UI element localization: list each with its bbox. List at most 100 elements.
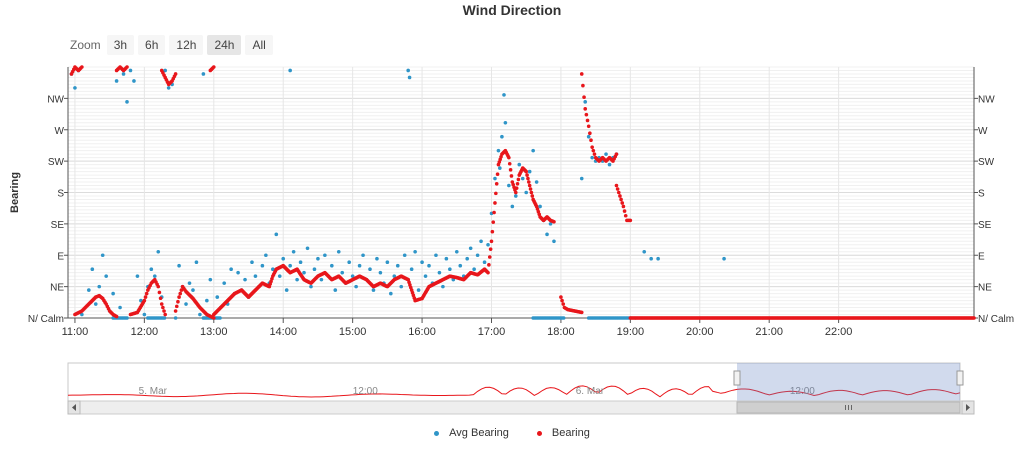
avg-bearing-point	[323, 253, 327, 258]
bearing-point	[584, 112, 589, 117]
y-tick-label-left: E	[57, 251, 64, 262]
y-axis-title: Bearing	[9, 172, 21, 213]
avg-bearing-point	[399, 284, 404, 289]
y-tick-label-left: NE	[50, 283, 64, 294]
avg-bearing-point	[552, 239, 556, 244]
navigator-handle-right[interactable]	[956, 370, 964, 386]
bearing-point	[177, 295, 181, 299]
bearing-point	[487, 255, 492, 259]
avg-bearing-point	[427, 263, 431, 268]
legend-marker-bearing	[536, 430, 542, 436]
bearing-point	[144, 291, 149, 296]
bearing-point	[156, 284, 161, 289]
avg-bearing-point	[80, 312, 84, 317]
zoom-12h-button[interactable]: 12h	[169, 35, 204, 55]
bearing-point	[487, 263, 491, 267]
avg-bearing-point	[250, 260, 254, 265]
bearing-point	[174, 304, 179, 309]
avg-bearing-point	[264, 253, 268, 258]
avg-bearing-point	[166, 86, 171, 90]
avg-bearing-point	[350, 274, 355, 278]
avg-bearing-point	[486, 242, 490, 247]
wind-direction-chart: N/ Calm N/ Calm NE NE E E SE SE S S SW SW W W NW NW 11:0…	[9, 65, 1014, 338]
avg-bearing-point	[271, 267, 275, 271]
avg-bearing-point	[420, 260, 424, 265]
x-tick-label: 21:00	[755, 326, 783, 338]
avg-bearing-point	[441, 284, 445, 289]
avg-bearing-point	[274, 232, 279, 237]
y-tick-label-left: S	[57, 189, 64, 200]
navigator-handle-left[interactable]	[733, 370, 741, 386]
avg-bearing-point	[208, 277, 213, 282]
x-tick-label: 13:00	[200, 326, 228, 338]
avg-bearing-point	[243, 277, 247, 282]
avg-bearing-point	[368, 267, 372, 271]
avg-bearing-point	[162, 316, 167, 320]
avg-bearing-point	[423, 274, 428, 278]
avg-bearing-point	[524, 190, 529, 195]
avg-bearing-point	[656, 256, 660, 261]
avg-bearing-point	[305, 246, 310, 251]
bearing-point	[80, 65, 84, 69]
avg-bearing-point	[649, 256, 653, 261]
avg-bearing-point	[87, 288, 91, 292]
bearing-point	[618, 194, 622, 198]
y-tick-label-left: W	[55, 126, 65, 137]
bearing-point	[972, 316, 976, 320]
bearing-point	[158, 296, 163, 301]
avg-bearing-point	[104, 274, 108, 278]
bearing-point	[583, 107, 588, 111]
navigator-series-line	[67, 385, 961, 398]
avg-bearing-point	[93, 302, 98, 306]
navigator-selection-mask[interactable]	[737, 363, 960, 401]
zoom-24h-button[interactable]: 24h	[207, 35, 242, 55]
bearing-point	[491, 220, 496, 224]
bearing-point	[623, 213, 628, 218]
avg-bearing-point	[520, 176, 525, 181]
zoom-all-button[interactable]: All	[245, 35, 273, 55]
avg-bearing-point	[371, 288, 376, 292]
avg-bearing-point	[295, 277, 299, 282]
x-tick-label: 18:00	[547, 326, 575, 338]
avg-bearing-point	[253, 274, 258, 278]
avg-bearing-point	[201, 72, 206, 76]
x-tick-label: 22:00	[825, 326, 853, 338]
zoom-3h-button[interactable]: 3h	[106, 35, 135, 55]
avg-bearing-point	[277, 274, 282, 278]
avg-bearing-point	[288, 263, 292, 268]
avg-bearing-point	[604, 152, 608, 156]
bearing-point	[507, 155, 511, 160]
bearing-point	[588, 131, 592, 136]
avg-bearing-point	[385, 260, 390, 265]
chart-title: Wind Direction	[462, 2, 562, 18]
x-tick-label: 15:00	[339, 326, 367, 338]
avg-bearing-point	[205, 298, 209, 303]
avg-bearing-point	[642, 249, 647, 254]
navigator-axis-label: 6. Mar	[576, 386, 605, 397]
bearing-point	[528, 187, 533, 191]
avg-bearing-point	[357, 263, 362, 268]
bearing-point	[615, 187, 620, 191]
y-tick-label-right: SE	[978, 220, 992, 231]
avg-bearing-point	[302, 270, 306, 275]
legend-item-avg-bearing[interactable]: Avg Bearing	[434, 427, 509, 439]
avg-bearing-point	[498, 166, 502, 170]
avg-bearing-point	[468, 246, 473, 251]
avg-bearing-point	[288, 68, 292, 73]
bearing-point	[590, 145, 594, 149]
avg-bearing-point	[125, 316, 129, 320]
bearing-point	[628, 218, 633, 223]
bearing-point	[527, 180, 531, 184]
avg-bearing-point	[531, 148, 535, 153]
bearing-point	[514, 186, 519, 190]
avg-bearing-point	[347, 260, 351, 265]
legend-item-bearing[interactable]: Bearing	[536, 427, 590, 439]
bearing-point	[516, 177, 521, 182]
avg-bearing-point	[503, 120, 508, 125]
avg-bearing-point	[152, 274, 157, 278]
y-tick-label-right: W	[978, 126, 988, 137]
zoom-6h-button[interactable]: 6h	[138, 35, 166, 55]
bearing-point	[559, 295, 563, 299]
avg-bearing-point	[222, 281, 227, 285]
bearing-point	[211, 316, 216, 320]
